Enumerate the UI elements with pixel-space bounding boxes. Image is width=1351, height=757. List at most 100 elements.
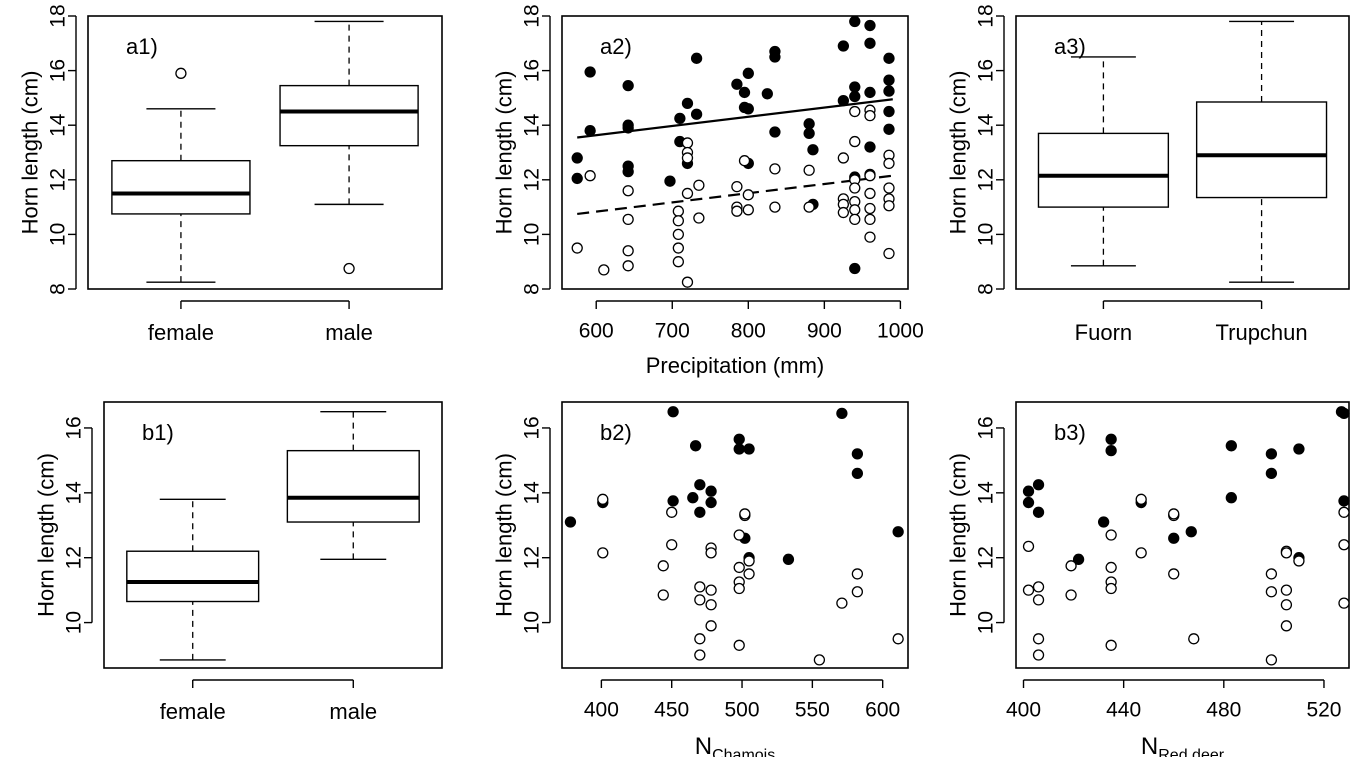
data-point-open [1265, 586, 1278, 598]
data-point-open [733, 529, 745, 541]
data-point-filled [1072, 553, 1085, 565]
box-female [126, 498, 260, 661]
y-tick-label: 10 [975, 223, 998, 246]
panel-a2: 8 10 12 14 16 18 Horn length (cm) a2) 600 700 800 9… [492, 4, 924, 378]
y-tick-label: 16 [521, 416, 544, 439]
x-tick-label: 550 [795, 698, 830, 721]
y-tick-label: 16 [47, 59, 70, 82]
data-point-open [769, 201, 781, 213]
data-point-open [1032, 649, 1045, 661]
data-point-filled [883, 52, 895, 64]
y-tick-label: 12 [975, 168, 998, 191]
y-axis-title: Horn length (cm) [946, 71, 971, 235]
data-point-open [666, 506, 678, 518]
data-point-open [681, 152, 694, 164]
fit-line-dashed [577, 174, 893, 216]
data-point-open [694, 581, 706, 593]
data-point-open [681, 137, 694, 149]
data-point-open [864, 170, 876, 182]
data-point-open [731, 205, 743, 217]
y-tick-label: 8 [521, 283, 544, 295]
data-point-filled [1022, 496, 1035, 509]
data-point-filled [1097, 516, 1110, 528]
series-filled [564, 406, 904, 565]
data-point-filled [837, 40, 850, 52]
y-tick-label: 8 [975, 283, 998, 295]
series-open [1022, 493, 1350, 666]
data-point-open [731, 180, 743, 193]
data-point-filled [1225, 492, 1237, 504]
data-point-open [672, 228, 684, 241]
data-point-filled [690, 52, 703, 64]
panel-label: b2) [600, 420, 632, 445]
y-tick-label: 18 [975, 4, 998, 27]
y-tick-label: 10 [521, 223, 544, 246]
data-point-open [666, 539, 678, 551]
data-point-filled [622, 79, 634, 92]
data-point-open [681, 276, 694, 288]
x-axis-title-main: N [1141, 733, 1158, 757]
data-point-open [849, 182, 861, 194]
box-Trupchun [1195, 20, 1328, 283]
y-tick-label: 12 [63, 546, 86, 569]
data-point-filled [1338, 495, 1350, 507]
data-point-open [849, 105, 861, 118]
x-tick-label: 900 [807, 319, 842, 342]
data-point-filled [731, 78, 743, 90]
y-tick-label: 14 [63, 481, 86, 505]
data-point-open [864, 202, 876, 215]
data-point-filled [837, 94, 850, 107]
x-tick-label: 800 [731, 319, 766, 342]
data-point-filled [1185, 526, 1197, 538]
panel-label: a1) [126, 34, 158, 59]
y-tick-label: 16 [63, 416, 86, 439]
data-point-filled [667, 406, 679, 418]
y-tick-label: 8 [47, 283, 70, 295]
data-point-open [584, 170, 596, 182]
data-point-filled [769, 126, 781, 138]
data-point-open [622, 260, 634, 272]
data-point-open [1065, 589, 1077, 601]
data-point-open [738, 155, 751, 167]
plot-frame [103, 401, 443, 669]
data-point-open [864, 109, 876, 122]
y-tick-label: 18 [47, 4, 70, 27]
x-tick-label: 440 [1106, 698, 1141, 721]
data-point-open [883, 247, 895, 260]
plot-frame [561, 15, 909, 290]
panel-label: b3) [1054, 420, 1086, 445]
data-point-open [1032, 594, 1045, 606]
y-tick-label: 12 [975, 546, 998, 569]
data-point-filled [705, 485, 717, 497]
data-point-filled [761, 88, 773, 100]
x-axis-title-main: N [695, 733, 712, 757]
data-point-filled [864, 37, 876, 49]
data-point-filled [564, 516, 577, 528]
y-axis-title: Horn length (cm) [18, 71, 43, 235]
x-tick-label: 520 [1306, 698, 1341, 721]
data-point-open [705, 584, 717, 596]
y-tick-label: 10 [975, 611, 998, 634]
data-point-open [672, 215, 684, 227]
data-point-filled [803, 127, 815, 140]
data-point-open [694, 633, 706, 645]
series-open [571, 104, 895, 288]
data-point-filled [667, 495, 679, 507]
x-axis-title: NRed deer [1141, 733, 1225, 757]
data-point-open [1135, 547, 1147, 559]
x-tick-label: 450 [654, 698, 689, 721]
data-point-filled [622, 165, 634, 178]
data-point-open [1280, 599, 1293, 611]
data-point-open [837, 206, 850, 219]
data-point-open [622, 245, 634, 257]
iqr-box [286, 449, 420, 523]
data-point-open [705, 547, 717, 559]
y-axis-title: Horn length (cm) [34, 453, 59, 617]
data-point-filled [849, 262, 861, 275]
data-point-filled [849, 90, 861, 103]
data-point-open [849, 213, 861, 226]
data-point-open [1280, 547, 1293, 559]
